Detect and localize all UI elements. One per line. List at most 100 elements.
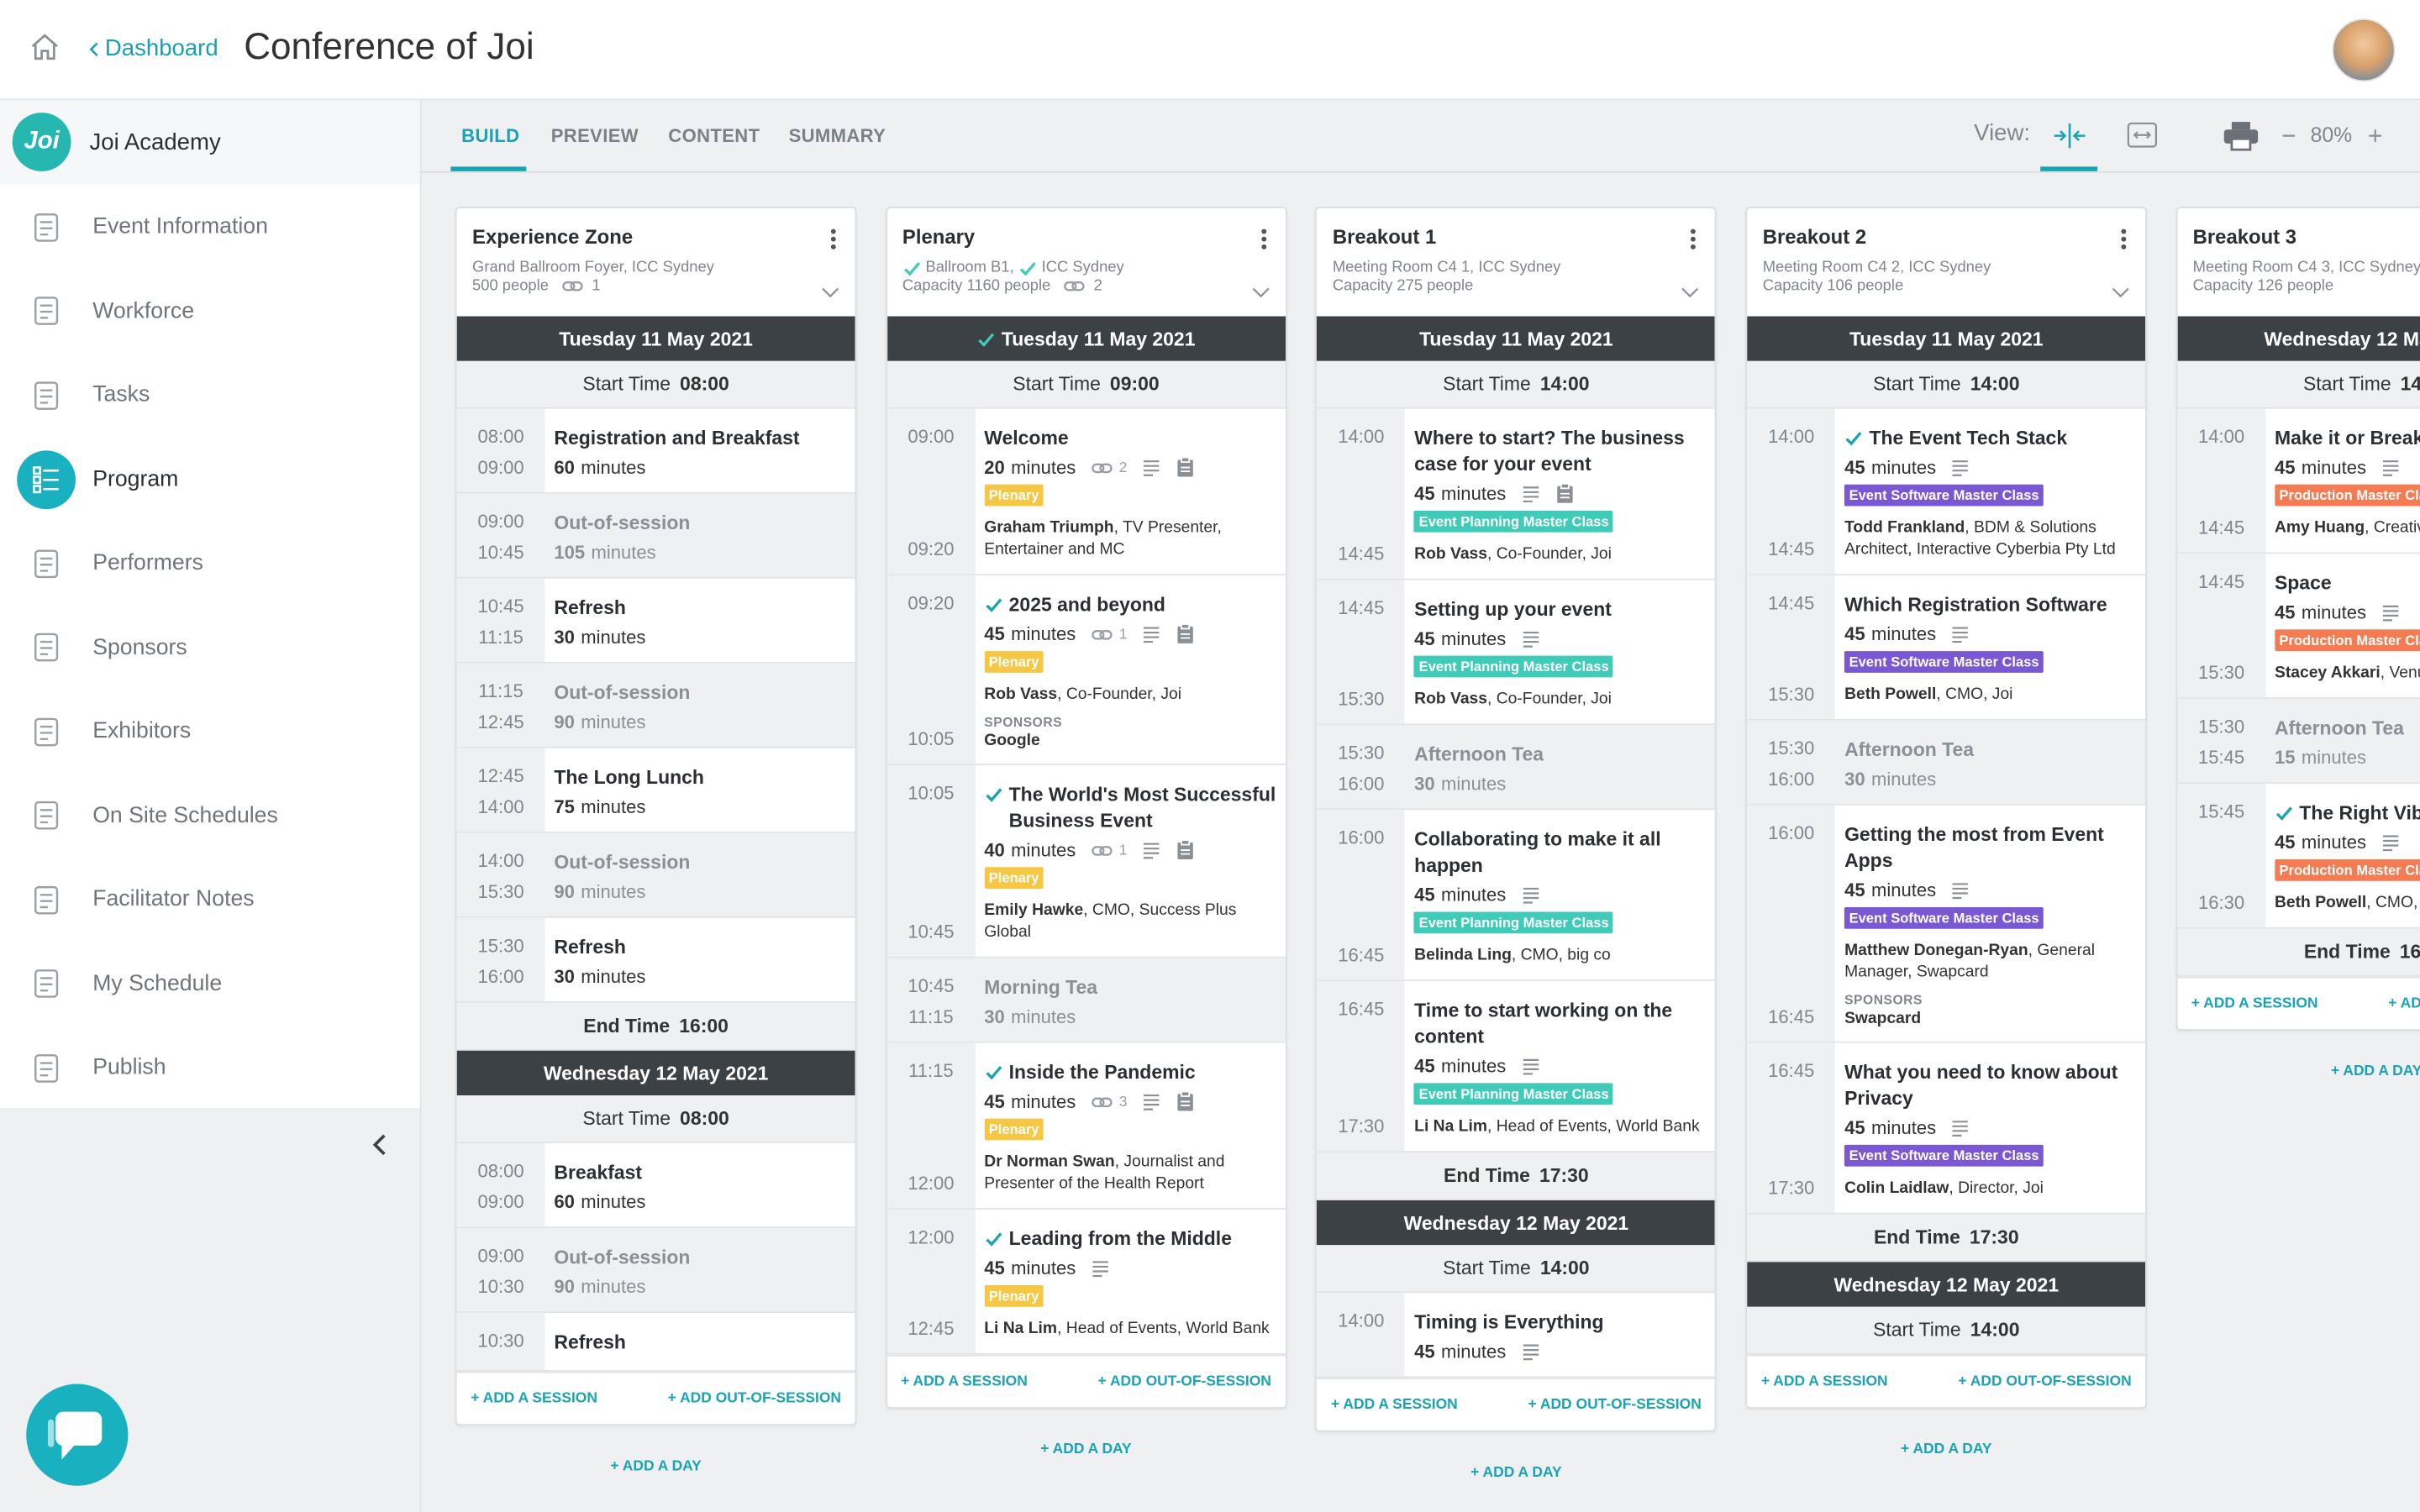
track-menu[interactable] — [830, 228, 836, 250]
track-menu[interactable] — [1691, 228, 1697, 250]
tab[interactable]: PREVIEW — [550, 124, 639, 147]
session[interactable]: 10:45 11:15 Refresh 30 minutes — [456, 578, 855, 664]
person-name: Beth Powell — [1844, 685, 1937, 704]
session[interactable]: 08:00 09:00 Breakfast 60 minutes — [456, 1143, 855, 1229]
nav-label[interactable]: Exhibitors — [92, 718, 192, 744]
session[interactable]: 16:00 16:45 Collaborating to make it all h… — [1317, 810, 1716, 982]
add-session[interactable]: + ADD A SESSION — [901, 1373, 1028, 1390]
tab[interactable]: BUILD — [461, 124, 520, 147]
session[interactable]: 14:45 15:30 Space 45 minutes Production Maste… — [2177, 554, 2420, 700]
nav-item[interactable]: On Site Schedules — [0, 774, 420, 857]
view-expanded[interactable] — [2127, 122, 2158, 148]
nav-item[interactable]: My Schedule — [0, 942, 420, 1025]
out-of-session[interactable]: 14:00 15:30 Out-of-session 90 minutes — [456, 832, 855, 918]
add-session[interactable]: + ADD A SESSION — [1330, 1396, 1458, 1414]
zoom-out[interactable] — [2282, 134, 2296, 138]
session-title: Make it or Break it: Influence — [2274, 427, 2420, 449]
session[interactable]: 14:45 15:30 Which Registration Software 45 m… — [1747, 575, 2146, 721]
add-session[interactable]: + ADD A SESSION — [2191, 995, 2318, 1012]
expand-chevron[interactable] — [1681, 287, 1700, 298]
add-day[interactable]: + ADD A DAY — [2330, 1063, 2420, 1080]
nav-label[interactable]: Facilitator Notes — [92, 887, 255, 912]
nav-item[interactable]: Exhibitors — [0, 690, 420, 773]
session[interactable]: 10:05 10:45 The World's Most Successful Bu… — [886, 765, 1286, 958]
session[interactable]: 14:00 14:45 The Event Tech Stack 45 minutes E… — [1747, 408, 2146, 576]
nav-label[interactable]: On Site Schedules — [92, 803, 278, 828]
add-out-of-session[interactable]: + ADD OUT-OF-SESSION — [1097, 1373, 1271, 1390]
session[interactable]: 14:45 15:30 Setting up your event 45 minutes… — [1317, 580, 1716, 726]
nav-label[interactable]: Sponsors — [92, 634, 187, 660]
expand-chevron[interactable] — [1251, 287, 1270, 298]
session[interactable]: 15:30 16:00 Refresh 30 minutes — [456, 917, 855, 1003]
print-icon[interactable] — [2223, 120, 2260, 151]
session[interactable]: 16:45 17:30 Time to start working on the c… — [1317, 981, 1716, 1153]
nav-item[interactable]: Publish — [0, 1026, 420, 1109]
nav-item[interactable]: Sponsors — [0, 606, 420, 689]
nav-label[interactable]: Publish — [92, 1055, 166, 1080]
session[interactable]: 09:20 10:05 2025 and beyond 45 minutes 1 Plena… — [886, 575, 1286, 766]
nav-item[interactable]: Facilitator Notes — [0, 858, 420, 941]
session[interactable]: 12:45 14:00 The Long Lunch 75 minutes — [456, 748, 855, 833]
add-out-of-session[interactable]: + ADD OUT-OF-SESSION — [1528, 1396, 1702, 1414]
add-day[interactable]: + ADD A DAY — [1470, 1464, 1562, 1482]
nav-item[interactable]: Event Information — [0, 185, 420, 268]
track-menu[interactable] — [2121, 228, 2127, 250]
user-avatar[interactable] — [2332, 18, 2396, 82]
view-compact[interactable] — [2053, 122, 2086, 150]
add-out-of-session[interactable]: + ADD OUT-OF-SESSION — [667, 1389, 842, 1408]
nav-label[interactable]: Tasks — [92, 382, 150, 407]
session[interactable]: 10:30 Refresh — [456, 1313, 855, 1372]
nav-item[interactable]: Performers — [0, 522, 420, 605]
session[interactable]: 14:00 Timing is Everything 45 minutes — [1317, 1293, 1716, 1378]
out-of-session[interactable]: 15:30 16:00 Afternoon Tea 30 minutes — [1747, 720, 2146, 806]
add-session[interactable]: + ADD A SESSION — [471, 1389, 597, 1408]
out-of-session[interactable]: 09:00 10:30 Out-of-session 90 minutes — [456, 1228, 855, 1314]
nav-label[interactable]: Event Information — [92, 214, 268, 239]
collapse-button[interactable] — [372, 1134, 387, 1156]
expand-chevron[interactable] — [2112, 287, 2130, 298]
add-session[interactable]: + ADD A SESSION — [1760, 1373, 1888, 1390]
expand-chevron[interactable] — [821, 287, 839, 298]
add-day[interactable]: + ADD A DAY — [610, 1457, 702, 1475]
session[interactable]: 12:00 12:45 Leading from the Middle 45 minut… — [886, 1210, 1286, 1355]
add-day[interactable]: + ADD A DAY — [1040, 1441, 1132, 1458]
duration-value: 90 — [554, 1275, 575, 1298]
session[interactable]: 09:00 09:20 Welcome 20 minutes 2 Plenary Graham… — [886, 408, 1286, 576]
nav-label[interactable]: Workforce — [92, 298, 195, 323]
session[interactable]: 11:15 12:00 Inside the Pandemic 45 minutes 3 P… — [886, 1042, 1286, 1210]
track-menu[interactable] — [1260, 228, 1266, 250]
back-label[interactable]: Dashboard — [104, 35, 218, 62]
tab[interactable]: CONTENT — [668, 124, 760, 147]
session-body: Collaborating to make it all happen 45 min… — [1405, 810, 1715, 979]
session[interactable]: 16:45 17:30 What you need to know about Pr… — [1747, 1042, 2146, 1215]
add-out-of-session[interactable]: + ADD OUT-OF-SESSION — [2388, 995, 2420, 1012]
nav-label[interactable]: My Schedule — [92, 971, 223, 996]
session-title-row: Out-of-session — [554, 680, 845, 706]
out-of-session[interactable]: 15:30 15:45 Afternoon Tea 15 minutes — [2177, 699, 2420, 785]
out-of-session[interactable]: 15:30 16:00 Afternoon Tea 30 minutes — [1317, 725, 1716, 811]
session-duration: 30 minutes — [554, 966, 845, 988]
out-of-session[interactable]: 09:00 10:45 Out-of-session 105 minutes — [456, 493, 855, 579]
session[interactable]: 16:00 16:45 Getting the most from Event Ap… — [1747, 805, 2146, 1043]
nav-label[interactable]: Program — [92, 466, 179, 492]
tab[interactable]: SUMMARY — [788, 124, 886, 147]
out-of-session[interactable]: 11:15 12:45 Out-of-session 90 minutes — [456, 663, 855, 748]
back-link[interactable]: Dashboard — [89, 35, 218, 62]
home-icon[interactable] — [29, 33, 60, 62]
duration-unit: minutes — [1011, 1090, 1076, 1113]
nav-label[interactable]: Performers — [92, 550, 203, 576]
out-of-session[interactable]: 10:45 11:15 Morning Tea 30 minutes — [886, 958, 1286, 1043]
session[interactable]: 08:00 09:00 Registration and Breakfast 60 mi… — [456, 408, 855, 494]
session[interactable]: 14:00 14:45 Where to start? The business c… — [1317, 408, 1716, 580]
add-day[interactable]: + ADD A DAY — [1901, 1441, 1992, 1458]
org-row[interactable]: Joi Joi Academy — [0, 100, 420, 184]
add-out-of-session[interactable]: + ADD OUT-OF-SESSION — [1958, 1373, 2132, 1390]
session[interactable]: 14:00 14:45 Make it or Break it: Influence… — [2177, 408, 2420, 554]
chat-button[interactable] — [24, 1383, 129, 1488]
nav-item[interactable]: Workforce — [0, 270, 420, 353]
duration-value: 90 — [554, 880, 575, 903]
nav-item[interactable]: Program — [0, 438, 420, 521]
nav-item[interactable]: Tasks — [0, 354, 420, 437]
zoom-in[interactable] — [2369, 129, 2382, 142]
